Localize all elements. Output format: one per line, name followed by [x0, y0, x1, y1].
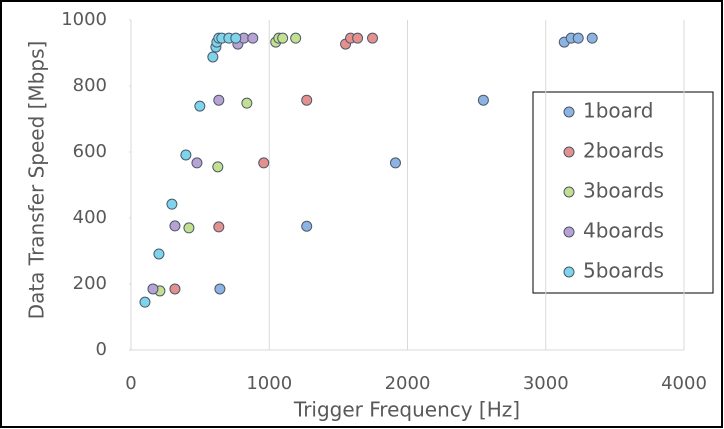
- point: [353, 33, 363, 43]
- x-tick-label: 4000: [661, 373, 707, 394]
- y-axis-title: Data Transfer Speed [Mbps]: [25, 41, 49, 320]
- y-tick-label: 1000: [61, 9, 107, 30]
- x-tick-label: 0: [125, 373, 136, 394]
- legend-label: 5boards: [583, 259, 664, 283]
- point: [148, 284, 158, 294]
- legend-label: 2boards: [583, 139, 664, 163]
- legend-marker: [564, 187, 574, 197]
- chart: Trigger Frequency [Hz] Data Transfer Spe…: [0, 0, 724, 429]
- legend-marker: [564, 267, 574, 277]
- point: [259, 158, 269, 168]
- point: [184, 223, 194, 233]
- point: [302, 95, 312, 105]
- legend-marker: [564, 107, 574, 117]
- point: [291, 33, 301, 43]
- point: [213, 162, 223, 172]
- y-tick-label: 800: [73, 75, 107, 96]
- y-tick-label: 0: [96, 339, 107, 360]
- legend-marker: [564, 227, 574, 237]
- point: [368, 33, 378, 43]
- point: [214, 222, 224, 232]
- y-tick-label: 600: [73, 141, 107, 162]
- y-tick-label: 400: [73, 207, 107, 228]
- x-tick-label: 3000: [523, 373, 569, 394]
- point: [302, 221, 312, 231]
- point: [170, 221, 180, 231]
- point: [170, 284, 180, 294]
- point: [167, 199, 177, 209]
- point: [478, 95, 488, 105]
- x-tick-label: 1000: [246, 373, 292, 394]
- point: [248, 33, 258, 43]
- point: [214, 95, 224, 105]
- point: [215, 284, 225, 294]
- y-tick-label: 200: [73, 273, 107, 294]
- legend-label: 4boards: [583, 219, 664, 243]
- x-tick-label: 2000: [385, 373, 431, 394]
- point: [154, 249, 164, 259]
- point: [231, 33, 241, 43]
- legend-marker: [564, 147, 574, 157]
- point: [140, 297, 150, 307]
- point: [242, 98, 252, 108]
- point: [208, 52, 218, 62]
- point: [195, 101, 205, 111]
- point: [573, 33, 583, 43]
- legend-label: 1board: [583, 99, 653, 123]
- point: [278, 33, 288, 43]
- point: [181, 150, 191, 160]
- point: [390, 158, 400, 168]
- point: [192, 158, 202, 168]
- point: [587, 33, 597, 43]
- x-axis-title: Trigger Frequency [Hz]: [293, 398, 520, 422]
- legend-label: 3boards: [583, 179, 664, 203]
